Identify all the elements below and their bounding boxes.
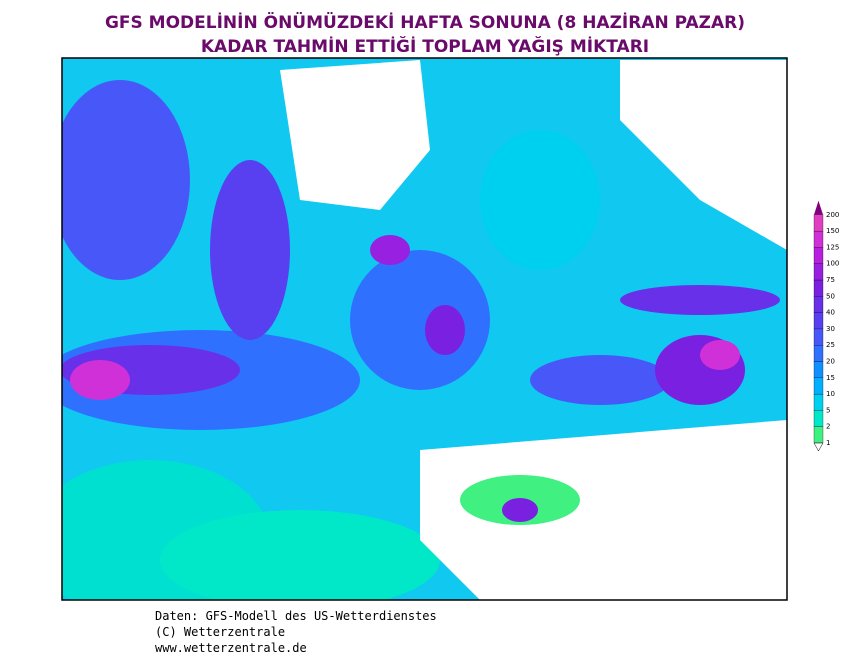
colorbar-swatch: [813, 279, 824, 297]
colorbar-label: 20: [826, 358, 835, 366]
colorbar-swatch: [813, 214, 824, 232]
colorbar-swatch: [813, 377, 824, 395]
colorbar-label: 150: [826, 227, 839, 235]
colorbar-swatch: [813, 426, 824, 444]
footer-line: (C) Wetterzentrale: [155, 625, 285, 639]
colorbar-swatch: [813, 393, 824, 411]
colorbar-swatch: [813, 328, 824, 346]
title-line: GFS MODELİNİN ÖNÜMÜZDEKİ HAFTA SONUNA (8…: [105, 11, 745, 33]
colorbar-label: 1: [826, 439, 830, 447]
colorbar-swatch: [813, 312, 824, 330]
colorbar-swatch: [813, 410, 824, 427]
colorbar-label: 15: [826, 374, 835, 382]
footer-line: Daten: GFS-Modell des US-Wetterdienstes: [155, 609, 437, 623]
footer-line: www.wetterzentrale.de: [155, 641, 307, 655]
colorbar-label: 30: [826, 325, 835, 333]
colorbar-swatch: [813, 247, 824, 264]
colorbar-swatch: [813, 230, 824, 248]
map-frame: [61, 57, 788, 601]
colorbar-cap: [814, 200, 823, 215]
colorbar-swatch: [813, 263, 824, 281]
precip-map: [62, 58, 787, 600]
colorbar-swatch: [813, 345, 824, 362]
colorbar-swatch: [813, 296, 824, 313]
colorbar-label: 25: [826, 341, 835, 349]
colorbar-swatch: [813, 361, 824, 378]
colorbar-label: 40: [826, 309, 835, 317]
colorbar-label: 50: [826, 292, 835, 300]
colorbar-label: 75: [826, 276, 835, 284]
title-line: KADAR TAHMİN ETTİĞİ TOPLAM YAĞIŞ MİKTARI: [201, 35, 649, 57]
colorbar-label: 100: [826, 260, 839, 268]
colorbar-label: 125: [826, 243, 839, 251]
colorbar-label: 10: [826, 390, 835, 398]
colorbar-label: 5: [826, 406, 830, 414]
colorbar-label: 200: [826, 211, 839, 219]
colorbar-label: 2: [826, 423, 830, 431]
colorbar-cap: [813, 442, 824, 452]
